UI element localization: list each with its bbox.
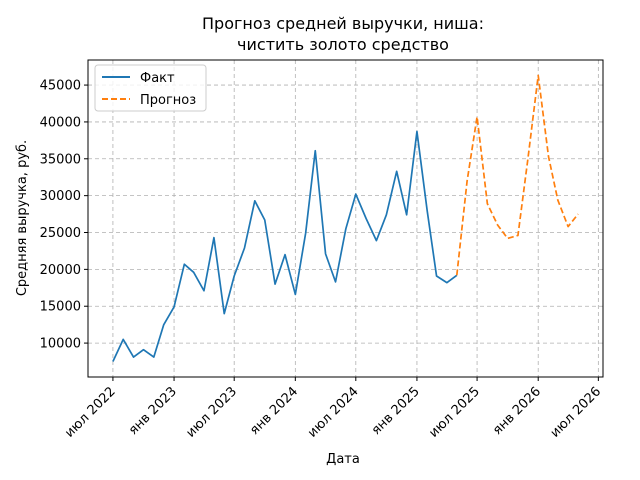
legend-label-forecast: Прогноз: [140, 93, 196, 108]
y-tick-label: 15000: [40, 300, 81, 315]
y-tick-label: 40000: [40, 115, 81, 130]
y-tick-label: 25000: [40, 226, 81, 241]
series-group: [112, 74, 579, 362]
series-line-forecast: [455, 74, 579, 276]
legend-label-fact: Факт: [140, 71, 175, 86]
y-tick-label: 45000: [40, 79, 81, 94]
legend: Факт Прогноз: [94, 64, 207, 112]
y-tick-label: 30000: [40, 189, 81, 204]
series-line-fact: [112, 130, 458, 362]
y-tick-label: 20000: [40, 263, 81, 278]
y-tick-label: 10000: [40, 337, 81, 352]
y-axis-label: Средняя выручка, руб.: [15, 140, 30, 296]
x-axis-label: Дата: [326, 452, 360, 467]
y-tick-label: 35000: [40, 152, 81, 167]
chart-title-line-1: Прогноз средней выручки, ниша:: [202, 14, 484, 33]
grid: [88, 60, 603, 377]
plot-frame: [87, 59, 604, 378]
chart-title-line-2: чистить золото средство: [237, 35, 449, 54]
